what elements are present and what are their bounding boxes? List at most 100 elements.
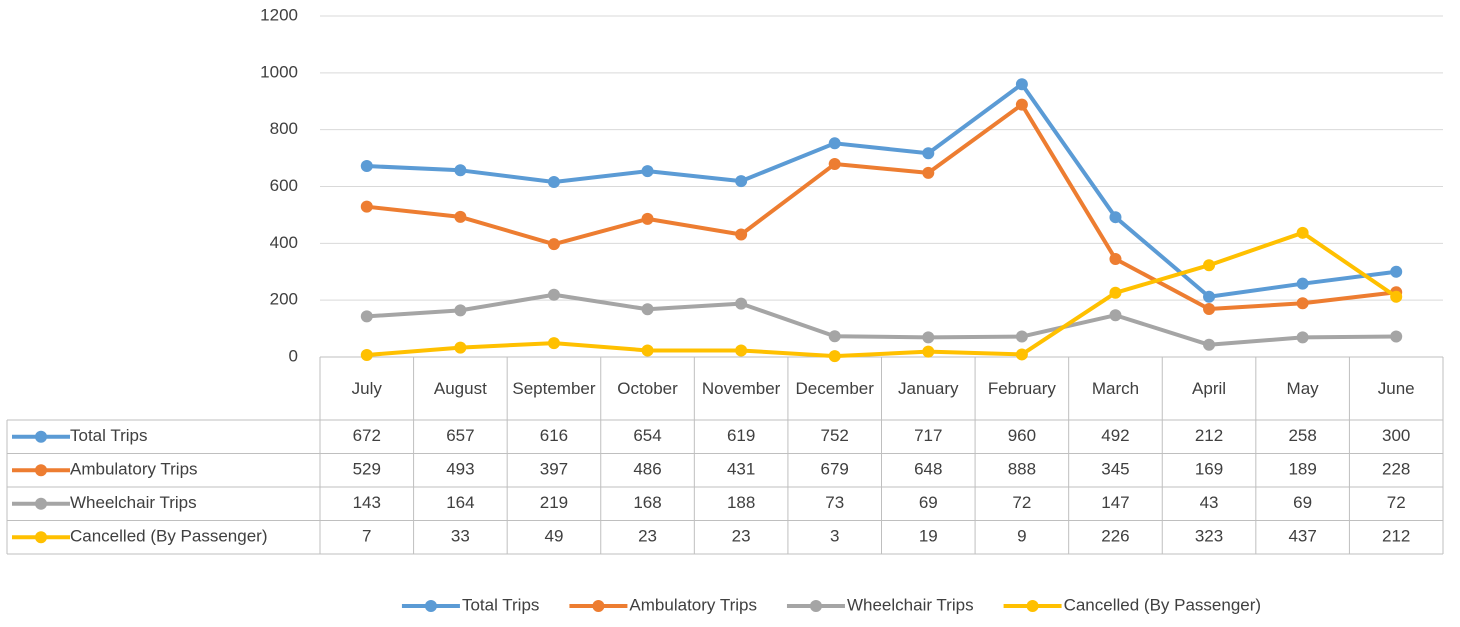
- data-point: [735, 228, 748, 241]
- x-tick-label: November: [701, 378, 781, 398]
- table-value: 226: [1101, 527, 1129, 546]
- table-value: 69: [919, 493, 938, 512]
- x-tick-label-cell: April: [1192, 378, 1227, 398]
- table-value: 3: [830, 527, 839, 546]
- data-point: [641, 165, 654, 178]
- table-value: 72: [1387, 493, 1406, 512]
- table-value: 33: [451, 527, 470, 546]
- table-row-label: Ambulatory Trips: [70, 460, 198, 479]
- data-point: [1203, 302, 1216, 315]
- y-tick-label: 1200: [260, 5, 298, 24]
- x-tick-label-cell: November: [701, 378, 781, 398]
- data-point: [1296, 277, 1309, 290]
- x-tick-label-cell: June: [1378, 379, 1415, 398]
- table-value: 73: [825, 493, 844, 512]
- data-point: [1390, 290, 1403, 303]
- table-key-marker: [35, 430, 47, 443]
- legend-key-marker: [809, 600, 822, 612]
- table-value: 323: [1195, 527, 1223, 546]
- table-value: 19: [919, 527, 938, 546]
- data-point: [1390, 330, 1403, 343]
- table-value: 616: [540, 426, 568, 445]
- data-point: [641, 303, 654, 316]
- series-line: [366, 230, 1398, 359]
- table-value: 72: [1012, 493, 1031, 512]
- legend-label: Wheelchair Trips: [847, 595, 974, 614]
- table-value: 717: [914, 426, 942, 445]
- x-tick-label-cell: July: [351, 378, 382, 398]
- table-value: 672: [353, 426, 381, 445]
- x-tick-label: May: [1286, 378, 1319, 398]
- x-tick-label: January: [898, 378, 959, 398]
- data-point: [1015, 78, 1028, 91]
- table-value: 679: [821, 460, 849, 479]
- series-line: [366, 292, 1397, 347]
- legend-label: Total Trips: [462, 595, 539, 614]
- x-tick-label: July: [351, 378, 382, 398]
- legend-key-marker: [1026, 600, 1039, 612]
- table-key-marker: [35, 464, 47, 477]
- x-tick-label-cell: January: [898, 378, 959, 398]
- table-value: 23: [638, 527, 657, 546]
- table-value: 493: [446, 460, 474, 479]
- table-value: 43: [1200, 493, 1219, 512]
- legend-label: Cancelled (By Passenger): [1064, 595, 1261, 614]
- data-point: [360, 160, 373, 173]
- table-value: 188: [727, 493, 755, 512]
- y-tick-label: 800: [270, 119, 298, 138]
- table-value: 258: [1288, 426, 1316, 445]
- data-point: [1296, 226, 1309, 239]
- data-point: [454, 341, 467, 354]
- y-tick-label: 600: [270, 176, 298, 195]
- data-point: [1015, 330, 1028, 343]
- table-row-label: Cancelled (By Passenger): [70, 527, 267, 546]
- table-value: 169: [1195, 460, 1223, 479]
- legend-label: Ambulatory Trips: [629, 595, 757, 614]
- table-value: 212: [1195, 426, 1223, 445]
- data-point: [1203, 259, 1216, 272]
- data-point: [547, 175, 560, 188]
- x-tick-label: April: [1192, 378, 1227, 398]
- table-value: 164: [446, 493, 474, 512]
- data-point: [1203, 338, 1216, 351]
- x-tick-label-cell: October: [617, 378, 678, 398]
- x-tick-label-cell: December: [795, 379, 873, 398]
- x-tick-label-cell: August: [434, 379, 487, 398]
- data-point: [828, 137, 841, 150]
- x-tick-label: October: [617, 378, 678, 398]
- data-point: [1296, 297, 1309, 310]
- table-key-marker: [35, 497, 47, 510]
- data-point: [454, 210, 467, 223]
- series-line: [366, 102, 1397, 311]
- data-point: [360, 349, 373, 362]
- table-value: 437: [1288, 527, 1316, 546]
- table-value: 228: [1382, 460, 1410, 479]
- data-point: [1109, 252, 1122, 265]
- data-point: [828, 350, 841, 363]
- table-value: 7: [362, 527, 371, 546]
- data-point: [735, 344, 748, 357]
- data-point: [547, 238, 560, 251]
- table-value: 431: [727, 460, 755, 479]
- data-point: [922, 345, 935, 358]
- data-point: [828, 330, 841, 343]
- x-tick-label: September: [512, 378, 596, 398]
- table-value: 397: [540, 460, 568, 479]
- y-tick-label: 400: [270, 233, 298, 252]
- table-value: 23: [732, 527, 751, 546]
- table-value: 147: [1101, 493, 1129, 512]
- x-tick-label-cell: February: [988, 379, 1056, 398]
- table-value: 168: [633, 493, 661, 512]
- legend-key-marker: [592, 600, 605, 612]
- data-point: [1109, 309, 1122, 322]
- data-point: [1109, 286, 1122, 299]
- legend-key-marker: [424, 600, 437, 612]
- table-value: 648: [914, 460, 942, 479]
- data-point: [1015, 98, 1028, 111]
- table-key-marker: [35, 531, 47, 544]
- table-row-label: Wheelchair Trips: [70, 493, 197, 512]
- series-line: [366, 82, 1397, 299]
- table-value: 189: [1288, 460, 1316, 479]
- y-tick-label: 200: [270, 290, 298, 309]
